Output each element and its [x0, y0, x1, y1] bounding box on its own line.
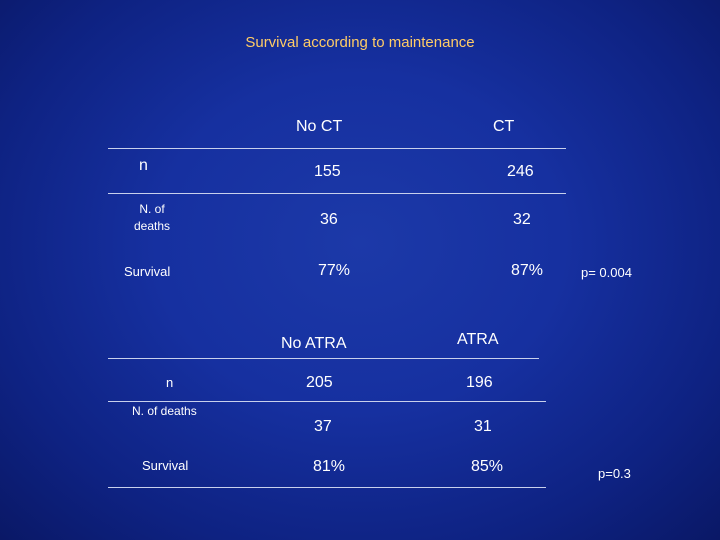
table-atra-header-rule	[108, 358, 539, 359]
cell-no-atra-survival: 81%	[313, 458, 346, 475]
cell-ct-deaths: 32	[513, 211, 531, 228]
row-label-deaths: N. of deaths	[122, 201, 182, 235]
cell-atra-n: 196	[466, 374, 493, 391]
col-header-no-atra: No ATRA	[281, 335, 347, 352]
cell-no-atra-n: 205	[306, 374, 333, 391]
row-label-deaths: N. of deaths	[132, 404, 197, 418]
cell-ct-survival: 87%	[511, 262, 544, 279]
row-label-survival: Survival	[142, 458, 189, 473]
table-ct-row-rule	[108, 193, 566, 194]
cell-atra-deaths: 31	[474, 418, 492, 435]
cell-atra-survival: 85%	[471, 458, 504, 475]
cell-no-atra-deaths: 37	[314, 418, 332, 435]
row-label-deaths-line2: deaths	[133, 219, 171, 233]
col-header-ct: CT	[493, 118, 515, 135]
row-label-deaths-line1: N. of	[139, 202, 165, 216]
slide-title: Survival according to maintenance	[245, 34, 475, 51]
row-label-n: n	[166, 375, 174, 390]
cell-no-ct-n: 155	[314, 163, 341, 180]
cell-ct-n: 246	[507, 163, 534, 180]
p-value-atra: p=0.3	[598, 466, 631, 481]
col-header-no-ct: No CT	[296, 118, 343, 135]
table-atra-bottom-rule	[108, 487, 546, 488]
col-header-atra: ATRA	[457, 331, 499, 348]
table-ct-header-rule	[108, 148, 566, 149]
cell-no-ct-deaths: 36	[320, 211, 338, 228]
row-label-n: n	[139, 157, 148, 174]
row-label-survival: Survival	[124, 264, 171, 279]
p-value-ct: p= 0.004	[581, 265, 632, 280]
cell-no-ct-survival: 77%	[318, 262, 351, 279]
table-atra-row-rule	[108, 401, 546, 402]
